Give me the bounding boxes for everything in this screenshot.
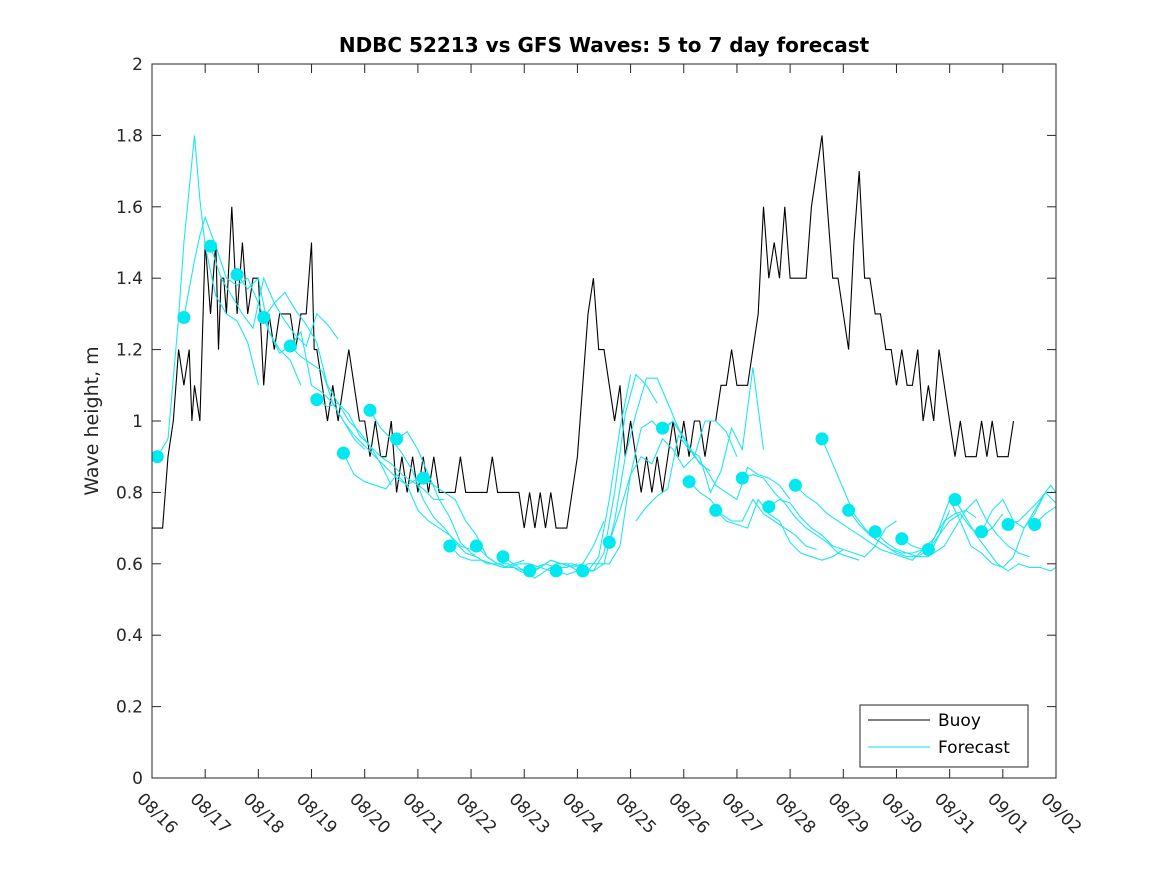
forecast-start-marker	[762, 500, 776, 514]
forecast-run-line-20	[688, 481, 817, 551]
forecast-start-marker	[469, 539, 483, 553]
forecast-start-marker	[788, 478, 802, 492]
forecast-run-line-0	[156, 135, 259, 457]
forecast-start-marker	[868, 525, 882, 539]
forecast-start-marker	[310, 393, 324, 407]
forecast-start-marker	[709, 503, 723, 517]
forecast-run-line-32	[1007, 484, 1056, 526]
forecast-start-marker	[177, 311, 191, 324]
forecast-start-marker	[257, 311, 271, 324]
forecast-start-marker	[336, 446, 350, 460]
forecast-run-line-17	[608, 420, 738, 543]
forecast-start-marker	[656, 421, 669, 435]
legend-label-forecast: Forecast	[938, 738, 1010, 758]
forecast-start-marker	[363, 403, 377, 417]
forecast-run-line-19	[662, 420, 791, 501]
forecast-start-marker	[921, 543, 935, 556]
forecast-start-marker	[152, 450, 164, 464]
forecast-start-marker	[390, 432, 404, 446]
forecast-start-marker	[735, 471, 749, 485]
forecast-start-marker	[1028, 518, 1042, 531]
forecast-run-line-18	[635, 367, 765, 522]
y-tick-label: 0.6	[116, 555, 143, 575]
forecast-start-marker	[496, 550, 510, 564]
forecast-start-marker	[416, 471, 430, 485]
y-tick-label: 0.8	[116, 483, 143, 503]
forecast-start-marker	[549, 564, 563, 578]
plot-area	[152, 64, 1056, 778]
legend-box	[859, 704, 1029, 768]
forecast-run-line-24	[795, 484, 924, 561]
forecast-start-marker	[975, 525, 989, 539]
forecast-start-marker	[283, 339, 297, 353]
forecast-run-line-5	[289, 345, 419, 486]
forecast-start-marker	[948, 493, 962, 506]
series-layer	[152, 135, 1056, 579]
forecast-run-line-31	[981, 491, 1056, 532]
buoy-series-line	[152, 135, 1015, 529]
forecast-start-marker	[682, 475, 696, 489]
chart-title: NDBC 52213 vs GFS Waves: 5 to 7 day fore…	[339, 33, 870, 57]
y-tick-label: 1.4	[116, 269, 143, 289]
legend-label-buoy: Buoy	[938, 711, 981, 731]
forecast-start-marker	[443, 539, 457, 553]
forecast-run-line-30	[954, 499, 1056, 572]
y-tick-label: 0	[132, 769, 143, 789]
y-tick-label: 0.2	[116, 698, 143, 718]
forecast-start-marker	[815, 432, 829, 446]
forecast-run-line-21	[715, 498, 844, 561]
forecast-start-marker	[230, 268, 244, 282]
forecast-run-line-22	[742, 474, 860, 561]
y-tick-label: 2	[132, 55, 143, 75]
y-tick-label: 0.4	[116, 626, 143, 646]
forecast-run-line-1	[183, 215, 302, 386]
forecast-run-line-6	[316, 399, 445, 501]
y-tick-label: 1.6	[116, 198, 143, 218]
y-tick-label: 1.2	[116, 341, 143, 361]
forecast-start-marker	[1001, 518, 1015, 531]
forecast-run-line-16	[582, 377, 711, 572]
forecast-start-marker	[523, 564, 537, 578]
forecast-start-marker	[895, 532, 909, 546]
y-axis-label: Wave height, m	[81, 346, 103, 495]
legend: Buoy Forecast	[859, 704, 1029, 768]
forecast-start-marker	[602, 535, 616, 549]
forecast-start-marker	[204, 239, 217, 253]
y-tick-label: 1.8	[116, 126, 143, 146]
forecast-start-marker	[576, 564, 590, 578]
y-tick-label: 1	[132, 412, 143, 432]
forecast-start-marker	[842, 503, 856, 517]
